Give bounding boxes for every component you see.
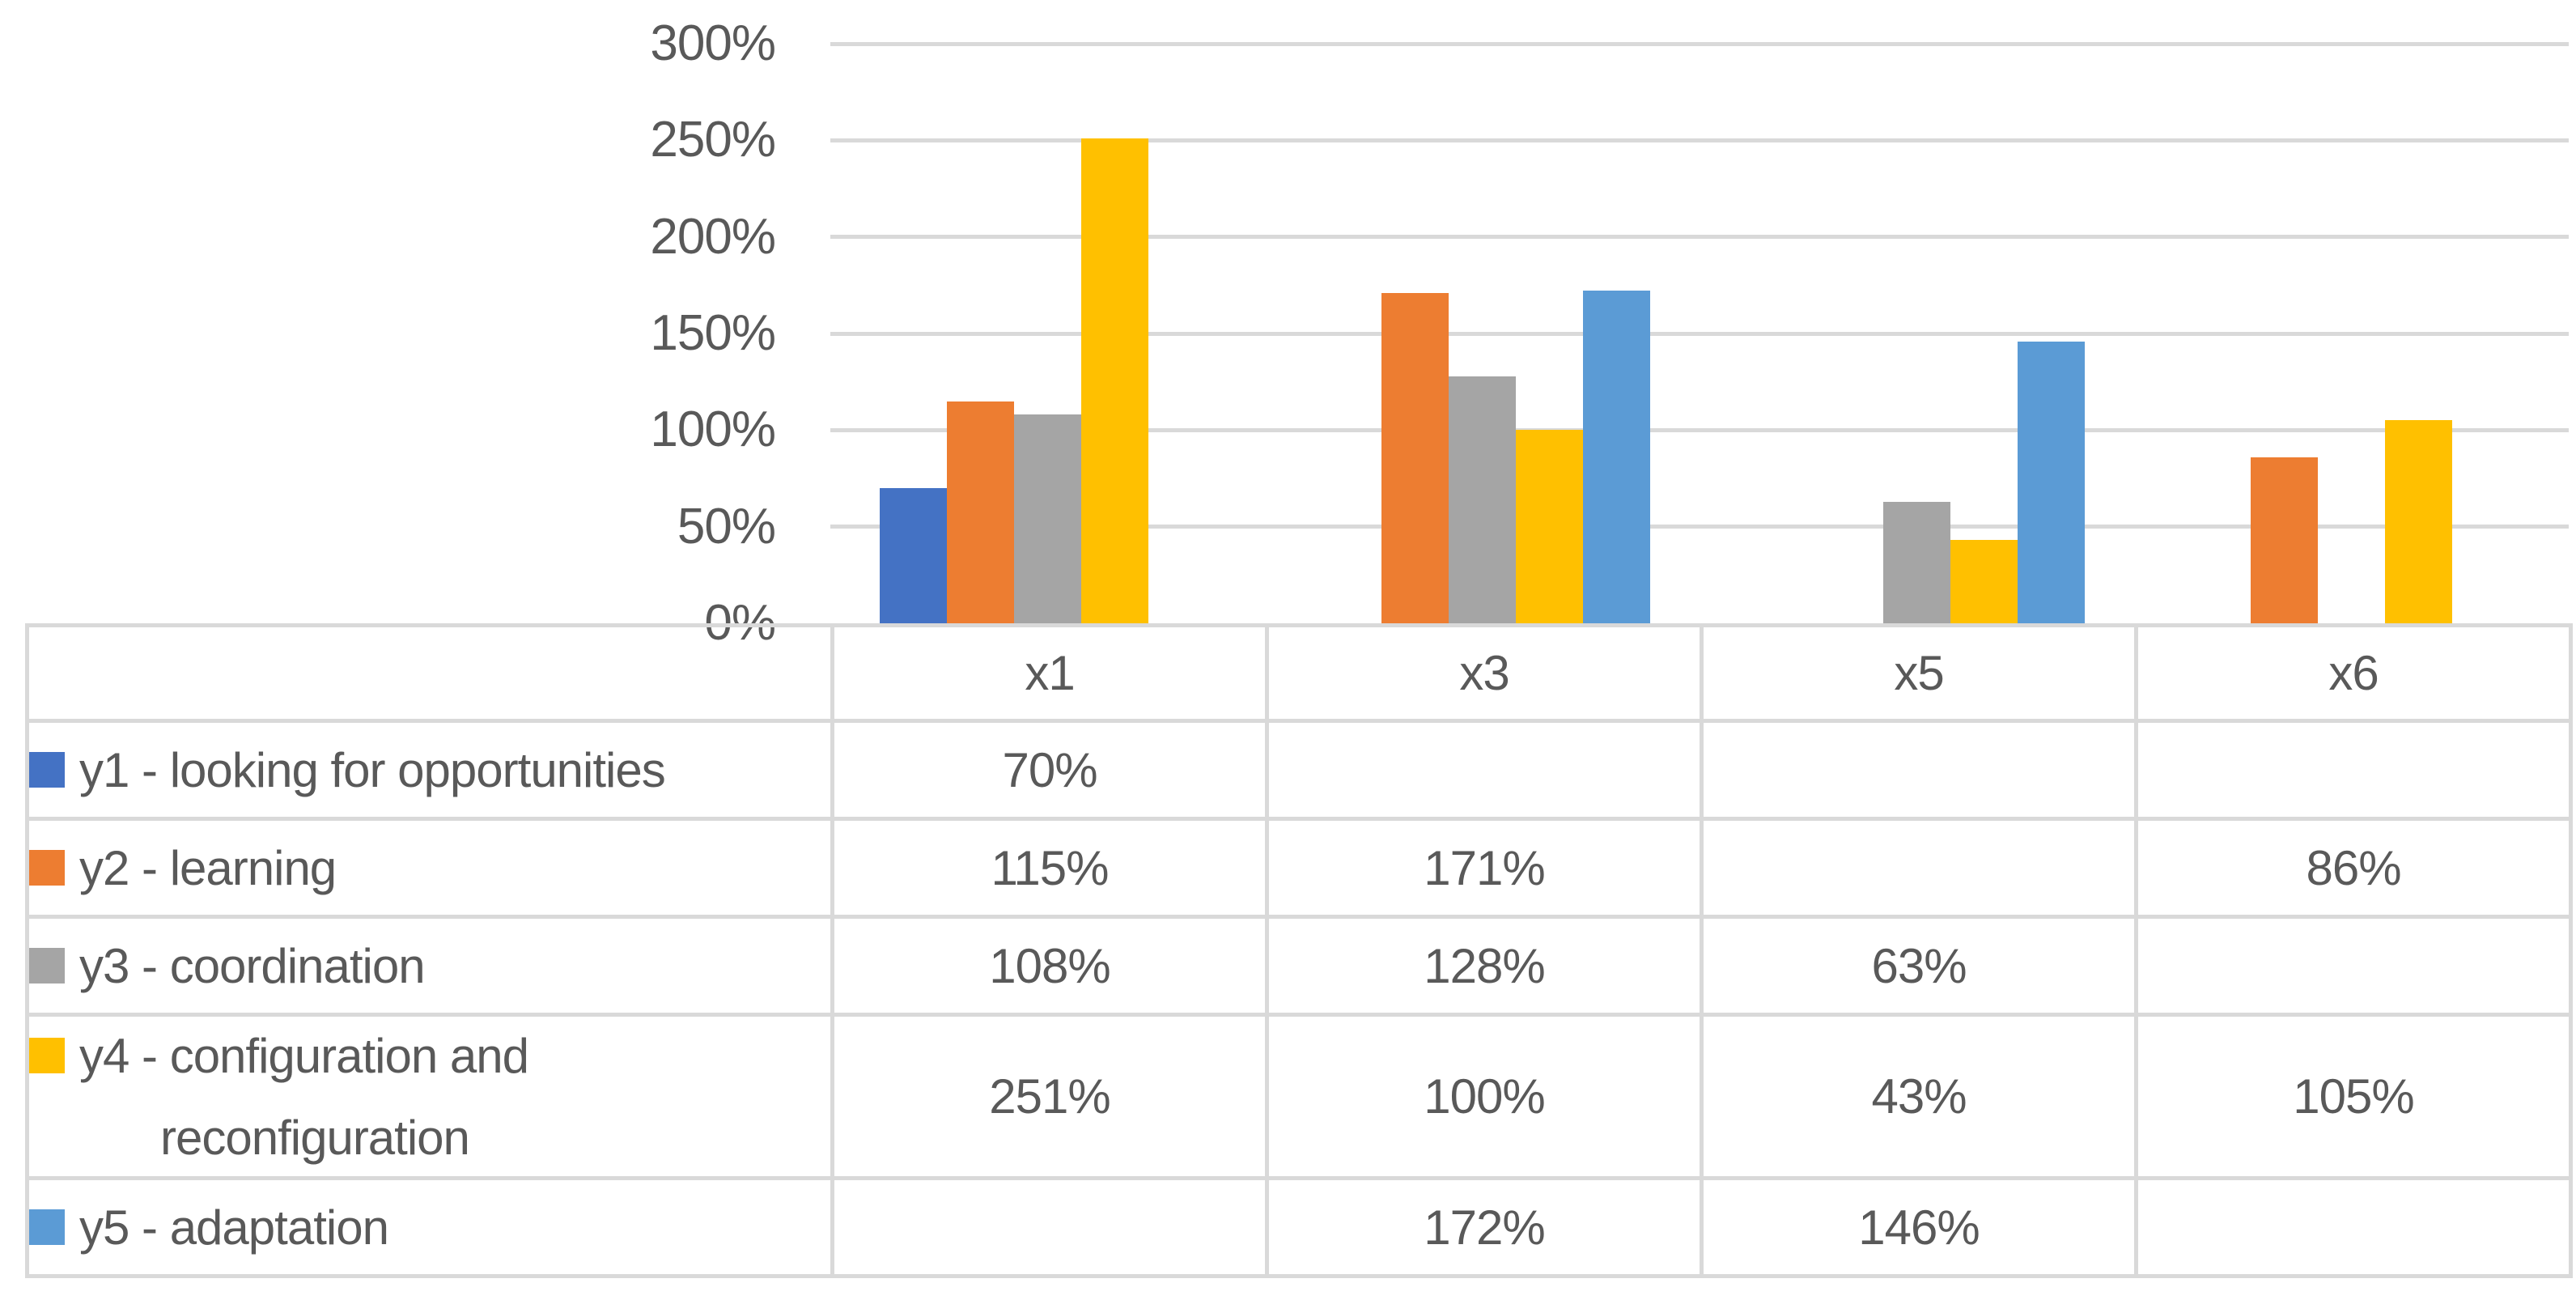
bar-y1-x1: [880, 488, 947, 623]
bar-y4-x5: [1950, 540, 2018, 623]
legend-swatch-y2: [31, 850, 65, 886]
bar-y5-x3: [1583, 291, 1650, 623]
bar-y4-x1: [1081, 138, 1148, 623]
category-header-x3: x3: [1265, 623, 1704, 723]
table-row: y4 - configuration and reconfiguration 2…: [25, 1013, 2573, 1180]
series-label: y5 - adaptation: [79, 1200, 389, 1255]
gridline-200pct: [830, 235, 2569, 240]
series-label-cell-y4: y4 - configuration and reconfiguration: [25, 1013, 834, 1180]
data-table: x1 x3 x5 x6 y1 - looking for opportuniti…: [25, 623, 2573, 1278]
legend-swatch-y3: [31, 948, 65, 983]
bar-y3-x1: [1014, 414, 1081, 623]
y-axis-label: 250%: [650, 112, 776, 168]
legend-swatch-y4: [31, 1038, 65, 1073]
gridline-100pct: [830, 427, 2569, 432]
y-axis-label: 150%: [650, 305, 776, 361]
table-cell: [1700, 719, 2138, 821]
table-cell: 43%: [1700, 1013, 2138, 1180]
table-cell: [2134, 915, 2573, 1017]
table-row: y5 - adaptation 172% 146%: [25, 1176, 2573, 1278]
table-cell: 115%: [830, 817, 1269, 919]
category-header-x6: x6: [2134, 623, 2573, 723]
table-row: y3 - coordination 108% 128% 63%: [25, 915, 2573, 1017]
table-cell: 86%: [2134, 817, 2573, 919]
series-label: y1 - looking for opportunities: [79, 742, 666, 797]
gridline-150pct: [830, 331, 2569, 336]
y-axis-label: 300%: [650, 15, 776, 71]
table-header-row: x1 x3 x5 x6: [25, 623, 2573, 723]
table-cell: 105%: [2134, 1013, 2573, 1180]
table-cell: 70%: [830, 719, 1269, 821]
gridline-250pct: [830, 138, 2569, 142]
table-cell: 171%: [1265, 817, 1704, 919]
series-label-cell-y5: y5 - adaptation: [25, 1176, 834, 1278]
legend-swatch-y5: [31, 1209, 65, 1245]
bar-y4-x6: [2385, 420, 2452, 623]
bar-y4-x3: [1516, 430, 1583, 623]
bar-y3-x3: [1449, 376, 1516, 623]
bar-y3-x5: [1883, 502, 1950, 623]
bar-y2-x3: [1381, 293, 1449, 623]
series-label: y3 - coordination: [79, 938, 426, 993]
series-label: y4 - configuration and: [79, 1028, 529, 1083]
table-cell: [1265, 719, 1704, 821]
series-label-cell-y1: y1 - looking for opportunities: [25, 719, 834, 821]
gridline-300pct: [830, 41, 2569, 46]
y-axis: 300% 250% 200% 150% 100% 50% 0%: [0, 0, 783, 729]
table-cell: 63%: [1700, 915, 2138, 1017]
table-cell: 108%: [830, 915, 1269, 1017]
table-row: y2 - learning 115% 171% 86%: [25, 817, 2573, 919]
table-cell: [830, 1176, 1269, 1278]
series-label-cell-y3: y3 - coordination: [25, 915, 834, 1017]
table-cell: [2134, 719, 2573, 821]
table-cell: 100%: [1265, 1013, 1704, 1180]
series-label: y2 - learning: [79, 840, 337, 895]
category-header-x1: x1: [830, 623, 1269, 723]
bar-y2-x6: [2251, 457, 2318, 623]
y-axis-label: 100%: [650, 401, 776, 458]
table-row: y1 - looking for opportunities 70%: [25, 719, 2573, 821]
series-label-line2: reconfiguration: [160, 1110, 470, 1165]
table-corner-cell: [25, 623, 834, 723]
plot-area: [830, 41, 2569, 623]
table-cell: [2134, 1176, 2573, 1278]
table-cell: 251%: [830, 1013, 1269, 1180]
table-cell: 172%: [1265, 1176, 1704, 1278]
gridline-50pct: [830, 525, 2569, 529]
table-cell: 146%: [1700, 1176, 2138, 1278]
y-axis-label: 200%: [650, 208, 776, 265]
bar-y2-x1: [947, 401, 1014, 623]
bar-y5-x5: [2018, 342, 2085, 623]
y-axis-label: 50%: [677, 498, 776, 554]
table-cell: [1700, 817, 2138, 919]
table-cell: 128%: [1265, 915, 1704, 1017]
series-label-cell-y2: y2 - learning: [25, 817, 834, 919]
category-header-x5: x5: [1700, 623, 2138, 723]
legend-swatch-y1: [31, 752, 65, 788]
